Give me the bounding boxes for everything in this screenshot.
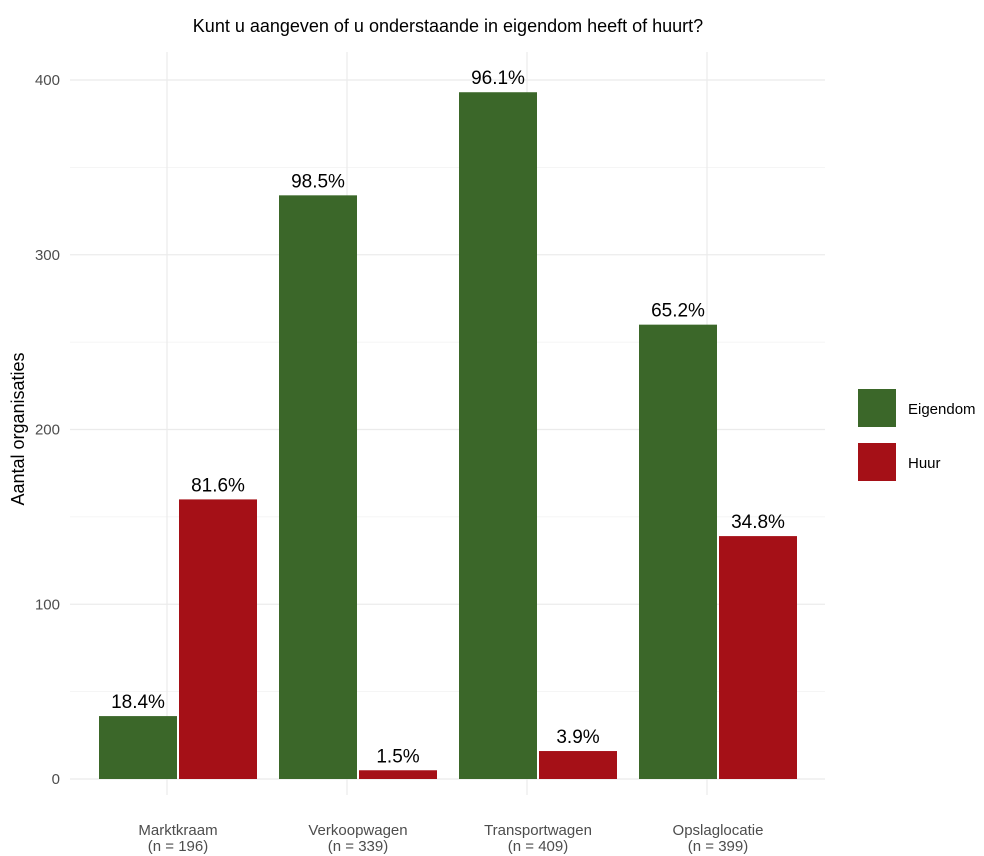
x-axis-ticks: Marktkraam(n = 196) Verkoopwagen(n = 339)… — [138, 822, 763, 855]
x-tick-count: (n = 196) — [148, 838, 208, 855]
x-tick-count: (n = 339) — [328, 838, 388, 855]
data-label: 34.8% — [731, 512, 785, 533]
data-label: 3.9% — [556, 727, 599, 748]
y-axis-label: Aantal organisaties — [8, 352, 28, 505]
y-tick-label: 0 — [52, 771, 60, 788]
chart-title: Kunt u aangeven of u onderstaande in eig… — [193, 16, 703, 36]
bar-huur-opslaglocatie — [719, 536, 797, 779]
bar-eigendom-transportwagen — [459, 92, 537, 780]
legend-label: Huur — [908, 455, 941, 472]
y-axis-ticks: 0 100 200 300 400 — [35, 72, 60, 788]
x-tick-label: Transportwagen — [484, 822, 592, 839]
bar-eigendom-verkoopwagen — [279, 195, 357, 779]
y-tick-label: 200 — [35, 422, 60, 439]
bar-huur-marktkraam — [179, 499, 257, 779]
legend-swatch-huur — [858, 443, 896, 481]
data-label: 18.4% — [111, 692, 165, 713]
y-tick-label: 300 — [35, 247, 60, 264]
x-tick-label: Verkoopwagen — [308, 822, 407, 839]
x-tick-label: Marktkraam — [138, 822, 217, 839]
legend-label: Eigendom — [908, 401, 976, 418]
data-label: 98.5% — [291, 171, 345, 192]
data-label: 96.1% — [471, 68, 525, 89]
data-label: 65.2% — [651, 301, 705, 322]
bars: 18.4% 81.6% 98.5% 1.5% 96.1% 3.9% 65.2% 34.8% — [99, 68, 797, 780]
bar-huur-transportwagen — [539, 751, 617, 779]
x-tick-count: (n = 399) — [688, 838, 748, 855]
legend: Eigendom Huur — [858, 389, 976, 481]
data-label: 1.5% — [376, 746, 419, 767]
bar-eigendom-opslaglocatie — [639, 324, 717, 779]
data-label: 81.6% — [191, 475, 245, 496]
x-tick-label: Opslaglocatie — [673, 822, 764, 839]
y-tick-label: 100 — [35, 596, 60, 613]
x-tick-count: (n = 409) — [508, 838, 568, 855]
legend-swatch-eigendom — [858, 389, 896, 427]
y-tick-label: 400 — [35, 72, 60, 89]
bar-huur-verkoopwagen — [359, 770, 437, 779]
bar-eigendom-marktkraam — [99, 716, 177, 779]
